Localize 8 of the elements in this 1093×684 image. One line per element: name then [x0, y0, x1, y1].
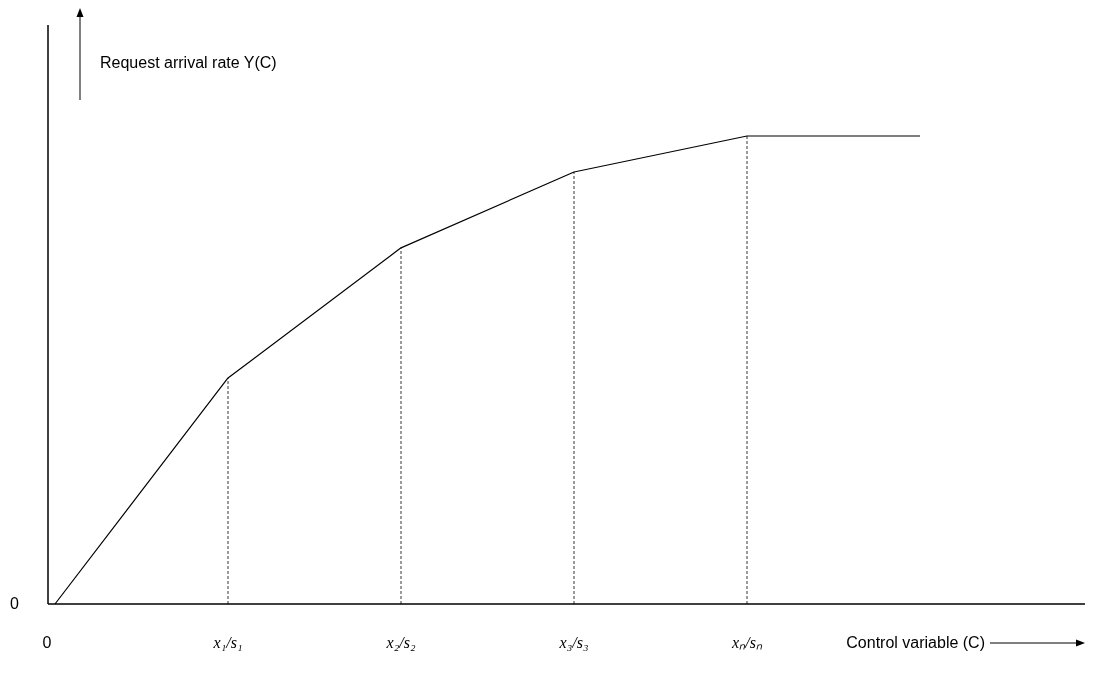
x-tick-label: x₃/s₃: [558, 634, 589, 651]
x-tick-label: x₁/s₁: [212, 634, 243, 651]
x-tick-label: x₂/s₂: [385, 634, 416, 651]
text: 0: [10, 595, 19, 612]
x-tick-label: 0: [42, 634, 52, 651]
y-axis-title: Request arrival rate Y(C): [100, 54, 277, 71]
x-tick-label: xₙ/sₙ: [731, 634, 763, 651]
x-axis-title: Control variable (C): [846, 634, 985, 651]
